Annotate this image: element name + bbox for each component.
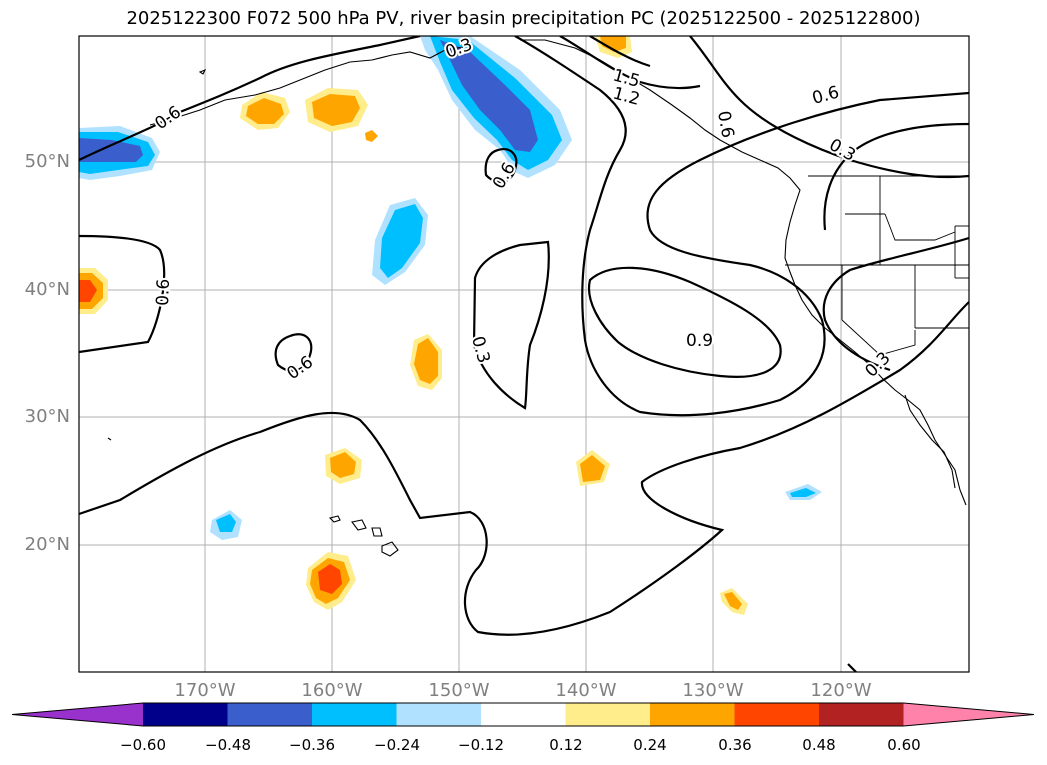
colorbar-segment: [481, 703, 566, 726]
lat-label: 40°N: [24, 279, 70, 300]
lat-label: 20°N: [24, 534, 70, 555]
precip-blob-small-negatives: [210, 484, 822, 540]
colorbar-tick-label: 0.48: [802, 736, 836, 754]
colorbar-segment: [227, 703, 313, 726]
colorbar-segment: [396, 703, 482, 726]
contour-label: 0.6: [153, 278, 174, 306]
borders: [785, 175, 969, 356]
colorbar-outline: [11, 702, 1035, 727]
colorbar-tick-label: 0.12: [549, 736, 583, 754]
lon-label: 170°W: [174, 680, 236, 701]
pv-contours: [79, 36, 969, 672]
plot-area: 0.3 0.6 1.5 1.2 0.6 0.6 0.3 0.6 0.6 0.3 …: [79, 36, 969, 672]
colorbar-segment: [819, 703, 904, 726]
lat-label: 30°N: [24, 406, 70, 427]
map-frame: [78, 35, 970, 673]
lat-label: 50°N: [24, 151, 70, 172]
colorbar: [11, 702, 1035, 727]
colorbar-tick-label: −0.48: [205, 736, 251, 754]
precip-blob-gulf-alaska: [420, 36, 572, 178]
colorbar-segment: [143, 703, 228, 726]
lon-label: 140°W: [555, 680, 617, 701]
lon-label: 160°W: [301, 680, 363, 701]
colorbar-tick-label: 0.36: [718, 736, 752, 754]
lon-label: 130°W: [682, 680, 744, 701]
precip-blob-positives: [79, 36, 748, 615]
colorbar-tick-label: 0.60: [887, 736, 921, 754]
colorbar-extend-high: [903, 703, 1034, 726]
colorbar-tick-label: −0.24: [374, 736, 420, 754]
precip-blob-central-pacific: [372, 198, 428, 285]
colorbar-extend-low: [12, 703, 143, 726]
colorbar-segment: [650, 703, 735, 726]
colorbar-tick-label: −0.60: [120, 736, 166, 754]
lon-label: 150°W: [428, 680, 490, 701]
colorbar-segment: [734, 703, 820, 726]
colorbar-tick-label: −0.36: [289, 736, 335, 754]
colorbar-segment: [565, 703, 651, 726]
lon-label: 120°W: [810, 680, 872, 701]
colorbar-tick-label: 0.24: [633, 736, 667, 754]
colorbar-segment: [312, 703, 397, 726]
precip-blob-aleutian-west: [79, 126, 160, 180]
contour-label: 0.9: [686, 331, 713, 351]
map-title: 2025122300 F072 500 hPa PV, river basin …: [126, 8, 921, 29]
colorbar-tick-label: −0.12: [458, 736, 504, 754]
